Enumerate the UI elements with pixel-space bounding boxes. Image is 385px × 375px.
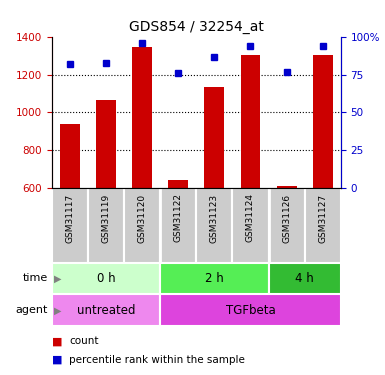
Text: GSM31117: GSM31117 (65, 194, 75, 243)
Bar (269, 188, 305, 262)
Text: percentile rank within the sample: percentile rank within the sample (69, 355, 245, 365)
Text: GSM31123: GSM31123 (210, 194, 219, 243)
Bar (196, 188, 233, 262)
Text: GSM31127: GSM31127 (318, 194, 327, 243)
Text: GSM31126: GSM31126 (282, 194, 291, 243)
Text: TGFbeta: TGFbeta (226, 304, 275, 317)
Text: ■: ■ (52, 355, 62, 365)
Bar (160, 188, 196, 262)
Text: 0 h: 0 h (97, 272, 116, 285)
Text: agent: agent (16, 305, 48, 315)
Bar (305, 188, 341, 262)
Text: ■: ■ (52, 336, 62, 346)
Bar (160, 262, 269, 294)
Bar (52, 188, 88, 262)
Text: count: count (69, 336, 99, 346)
Bar (168, 180, 188, 188)
Text: ▶: ▶ (54, 273, 61, 284)
Text: 4 h: 4 h (295, 272, 314, 285)
Text: time: time (23, 273, 48, 284)
Bar (313, 55, 333, 188)
Bar (269, 262, 341, 294)
Bar (277, 186, 296, 188)
Bar (132, 47, 152, 188)
Text: 2 h: 2 h (205, 272, 224, 285)
Text: GSM31124: GSM31124 (246, 194, 255, 243)
Bar (233, 188, 269, 262)
Bar (241, 55, 260, 188)
Bar (60, 124, 80, 188)
Bar (52, 294, 160, 326)
Bar (204, 87, 224, 188)
Bar (88, 188, 124, 262)
Text: GSM31120: GSM31120 (138, 194, 147, 243)
Text: GSM31122: GSM31122 (174, 194, 183, 243)
Bar (124, 188, 160, 262)
Text: untreated: untreated (77, 304, 136, 317)
Bar (160, 294, 341, 326)
Text: ▶: ▶ (54, 305, 61, 315)
Title: GDS854 / 32254_at: GDS854 / 32254_at (129, 20, 264, 34)
Text: GSM31119: GSM31119 (102, 194, 110, 243)
Bar (52, 262, 160, 294)
Bar (96, 100, 116, 188)
